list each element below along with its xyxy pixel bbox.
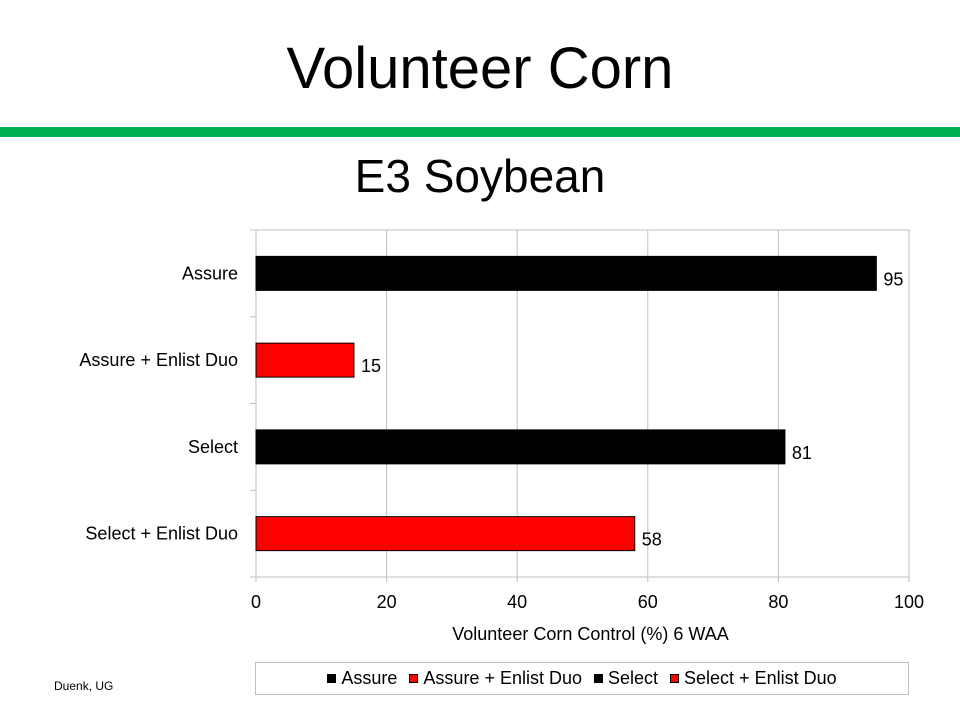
legend-swatch <box>409 674 419 683</box>
slide-title: Volunteer Corn <box>286 36 674 101</box>
x-tick-label: 60 <box>638 592 658 612</box>
x-tick-label: 40 <box>507 592 527 612</box>
legend-item: Assure + Enlist Duo <box>409 668 582 689</box>
chart-title: E3 Soybean <box>354 150 606 202</box>
bar-chart: 0 20 40 60 80 100 Assure 95 Assure + Enlist Duo 1… <box>79 229 924 644</box>
legend-label: Select + Enlist Duo <box>684 668 837 688</box>
category-label: Assure + Enlist Duo <box>79 350 238 370</box>
legend-label: Assure + Enlist Duo <box>423 668 582 688</box>
bar <box>255 516 636 552</box>
data-label: 81 <box>792 443 812 463</box>
bar <box>255 429 786 465</box>
bar <box>255 255 877 291</box>
x-tick-label: 0 <box>251 592 261 612</box>
legend-item: Select + Enlist Duo <box>670 668 837 689</box>
data-label: 95 <box>883 269 903 289</box>
data-label: 15 <box>361 356 381 376</box>
title-divider <box>0 127 960 137</box>
category-label: Select <box>188 437 238 457</box>
legend-label: Assure <box>341 668 398 688</box>
legend-item: Assure <box>327 668 397 689</box>
x-tick-label: 80 <box>768 592 788 612</box>
data-label: 58 <box>642 530 662 550</box>
x-axis-title: Volunteer Corn Control (%) 6 WAA <box>452 624 728 644</box>
legend-swatch <box>594 674 603 683</box>
legend-swatch <box>670 674 680 683</box>
x-tick-label: 100 <box>894 592 924 612</box>
legend-swatch <box>327 674 337 683</box>
bar <box>255 342 355 378</box>
legend-item: Select <box>594 668 658 689</box>
x-tick-label: 20 <box>377 592 397 612</box>
category-label: Assure <box>182 263 238 283</box>
chart-legend: Assure Assure + Enlist Duo Select Select + … <box>255 662 909 695</box>
legend-label: Select <box>608 668 659 688</box>
source-credit: Duenk, UG <box>54 679 114 693</box>
category-label: Select + Enlist Duo <box>85 524 238 544</box>
